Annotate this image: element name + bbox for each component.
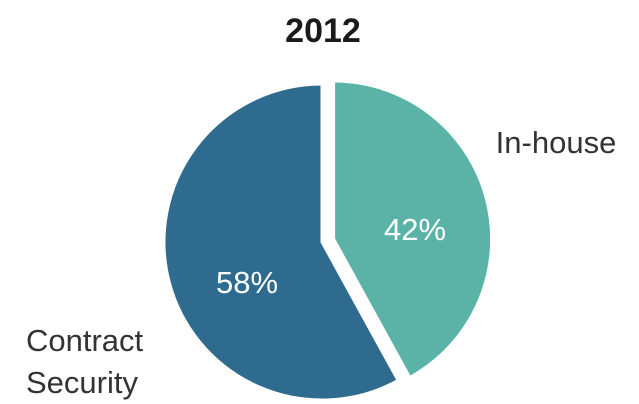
slice-label-in-house: In-house <box>496 125 617 160</box>
pie-slices <box>162 79 494 402</box>
slice-value-contract-security: 58% <box>216 265 278 300</box>
slice-label-contract-security-line2: Security <box>26 365 138 400</box>
chart-title: 2012 <box>285 12 361 50</box>
slice-value-in-house: 42% <box>384 212 446 247</box>
pie-slice-contract-security <box>162 82 401 402</box>
slice-label-contract-security-line1: Contract <box>26 323 144 358</box>
pie-slice-in-house <box>332 79 494 380</box>
